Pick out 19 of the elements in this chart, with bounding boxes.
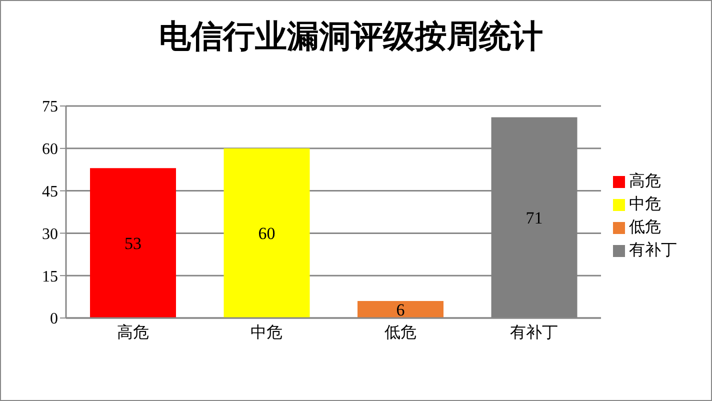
y-tick-label: 60: [42, 141, 58, 158]
x-tick-label: 低危: [384, 322, 416, 342]
y-tick-label: 15: [42, 268, 58, 286]
data-label: 6: [396, 300, 405, 320]
y-tick-label: 0: [50, 310, 58, 328]
chart-title: 电信行业漏洞评级按周统计: [158, 16, 544, 57]
x-tick-label: 中危: [250, 322, 283, 342]
legend-label: 有补丁: [629, 240, 677, 259]
legend-label: 低危: [629, 217, 661, 236]
y-tick-label: 30: [42, 226, 58, 243]
y-tick-label: 45: [42, 183, 58, 200]
legend-label: 中危: [629, 194, 661, 213]
legend-label: 高危: [629, 171, 661, 190]
x-tick-label: 有补丁: [510, 322, 558, 342]
x-tick-label: 高危: [116, 322, 149, 342]
data-label: 60: [258, 224, 276, 244]
y-tick-label: 75: [42, 98, 58, 116]
data-label: 53: [124, 234, 142, 254]
data-label: 71: [526, 208, 543, 228]
